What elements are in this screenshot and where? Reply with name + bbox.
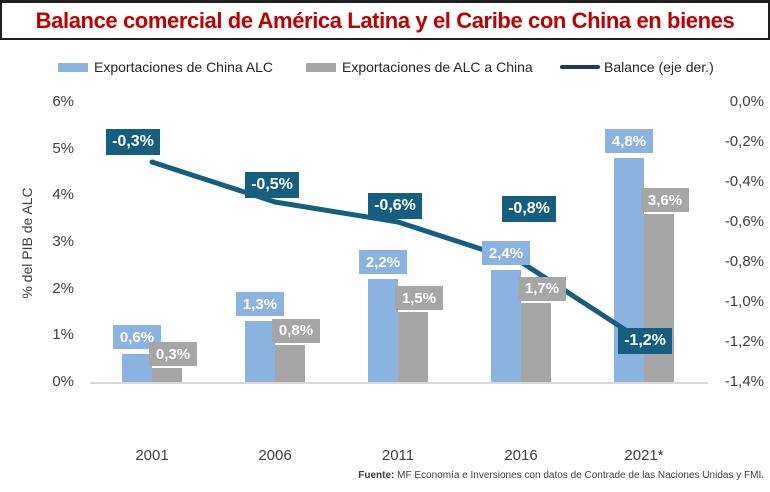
x-axis-baseline [90, 382, 708, 384]
data-label-balance: -0,3% [106, 129, 160, 155]
chart-title: Balance comercial de América Latina y el… [35, 7, 735, 33]
data-label-alc-a-china: 0,8% [272, 318, 320, 343]
legend-item-1: Exportaciones de China ALC [58, 58, 273, 76]
bar-exportaciones-de-alc-a-china [275, 344, 305, 382]
x-axis-label: 2006 [258, 447, 292, 464]
right-axis-tick: -0,4% [724, 173, 764, 190]
right-axis-tick: -0,6% [724, 213, 764, 230]
data-label-balance: -0,5% [245, 172, 299, 198]
bar-exportaciones-de-china-alc [245, 321, 275, 382]
right-axis-tick: -1,2% [724, 333, 764, 350]
right-axis-tick: -1,4% [724, 373, 764, 390]
bar-exportaciones-de-alc-a-china [152, 368, 182, 382]
x-axis-label: 2011 [381, 447, 415, 464]
source-text: MF Economía e Inversiones con datos de C… [394, 470, 764, 481]
right-axis-tick: -0,2% [724, 133, 764, 150]
right-axis-tick: -1,0% [724, 293, 764, 310]
source-note: Fuente: MF Economía e Inversiones con da… [358, 470, 764, 481]
left-axis-tick: 2% [52, 279, 74, 297]
legend-label: Balance (eje der.) [604, 59, 714, 75]
left-axis-tick: 4% [52, 186, 74, 204]
source-prefix: Fuente: [358, 470, 395, 481]
data-label-china-alc: 2,2% [359, 250, 407, 275]
data-label-china-alc: 1,3% [236, 292, 284, 317]
title-bar: Balance comercial de América Latina y el… [0, 0, 770, 40]
bar-exportaciones-de-alc-a-china [398, 312, 428, 382]
legend-label: Exportaciones de China ALC [94, 59, 273, 75]
bar-exportaciones-de-china-alc [122, 354, 152, 382]
data-label-alc-a-china: 3,6% [641, 188, 689, 212]
data-label-china-alc: 4,8% [605, 129, 653, 153]
left-axis-tick: 1% [52, 326, 74, 344]
data-label-balance: -1,2% [618, 328, 672, 354]
right-axis-tick: 0,0% [729, 93, 764, 110]
data-label-balance: -0,6% [368, 193, 422, 219]
x-axis-label: 2016 [504, 447, 538, 464]
left-axis-tick: 0% [52, 373, 74, 390]
legend-line-swatch [560, 65, 600, 69]
x-axis-label: 2021* [624, 447, 664, 464]
bar-exportaciones-de-alc-a-china [521, 302, 551, 382]
legend-item-3: Balance (eje der.) [560, 58, 714, 76]
bar-exportaciones-de-china-alc [491, 270, 521, 382]
legend-color-swatch [58, 62, 88, 72]
legend-item-2: Exportaciones de ALC a China [306, 58, 533, 76]
data-label-balance: -0,8% [502, 196, 556, 222]
left-axis-tick: 6% [52, 93, 74, 110]
legend-label: Exportaciones de ALC a China [342, 59, 533, 75]
data-label-alc-a-china: 0,3% [149, 342, 197, 366]
x-axis-label: 2001 [135, 447, 169, 464]
bar-exportaciones-de-alc-a-china [644, 214, 674, 382]
data-label-china-alc: 2,4% [482, 241, 530, 265]
right-axis-tick: -0,8% [724, 253, 764, 270]
bar-exportaciones-de-china-alc [368, 279, 398, 382]
left-axis-tick: 3% [52, 233, 74, 250]
data-label-alc-a-china: 1,5% [395, 286, 443, 310]
left-axis-tick: 5% [52, 139, 74, 157]
legend-color-swatch [306, 62, 336, 72]
data-label-alc-a-china: 1,7% [518, 276, 566, 301]
